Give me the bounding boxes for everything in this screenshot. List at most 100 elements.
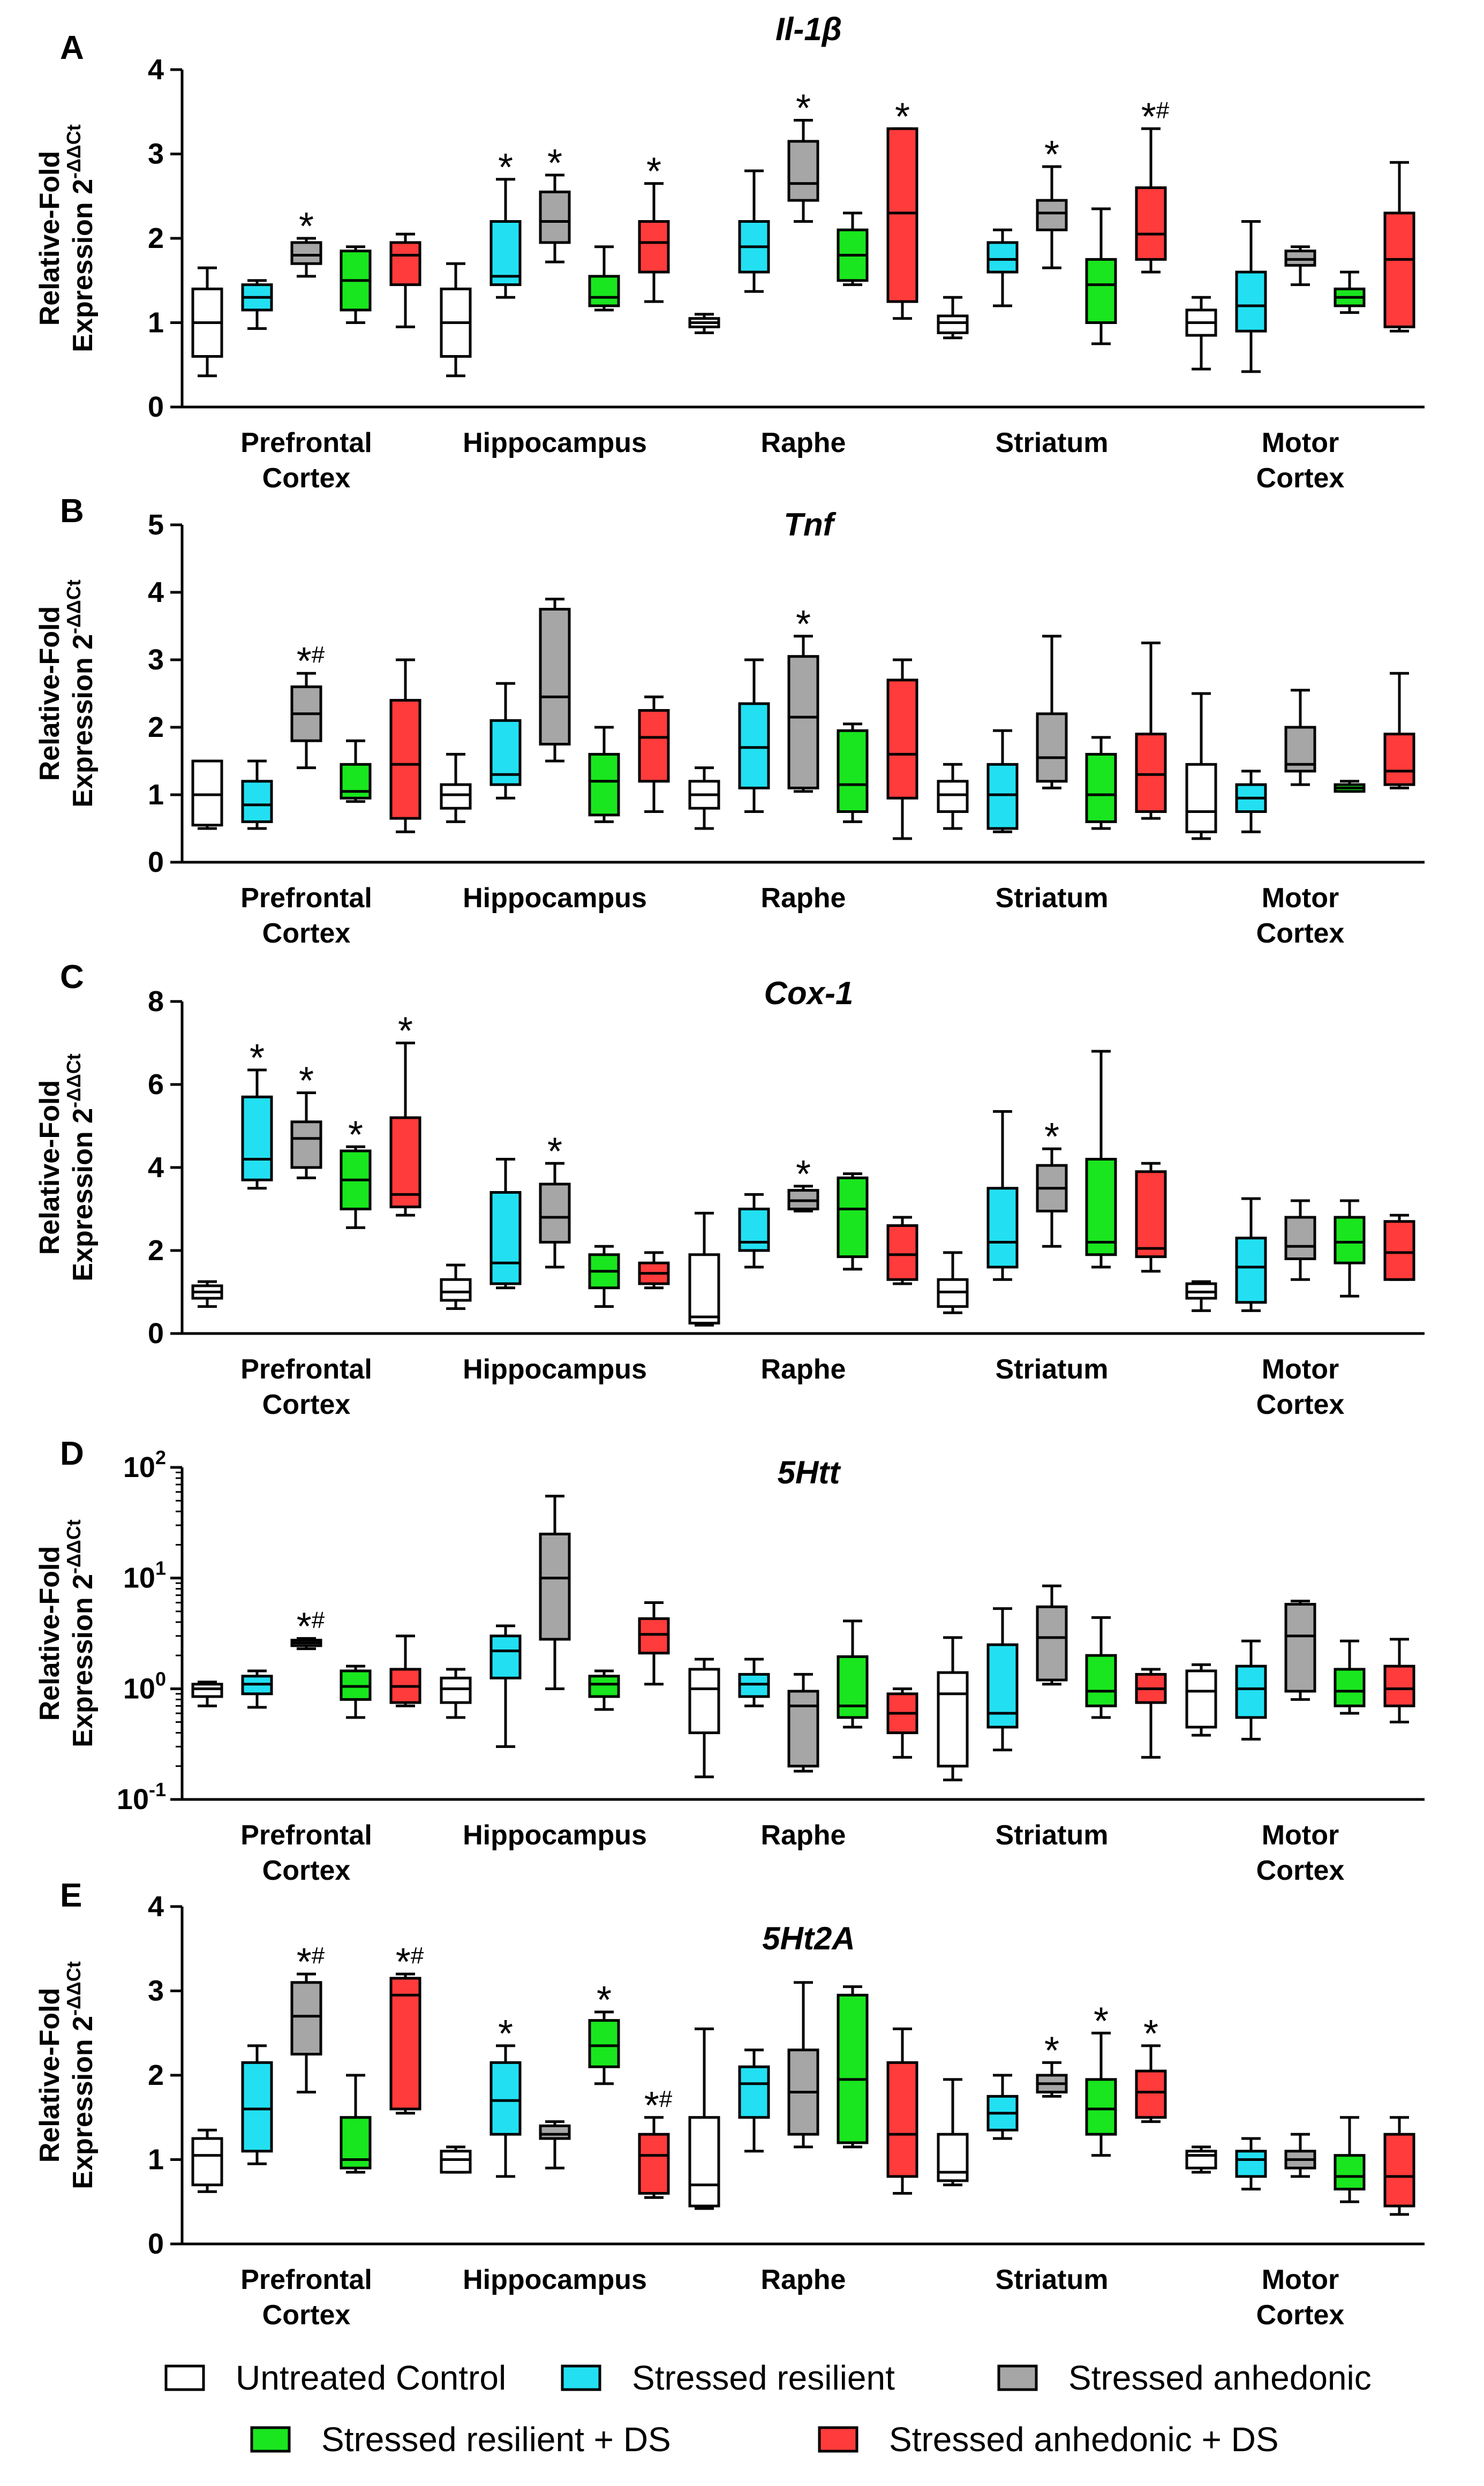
box-iqr: [837, 1655, 869, 1719]
box-plot: [440, 752, 472, 823]
box-iqr: [1085, 258, 1117, 324]
box-iqr: [638, 220, 670, 274]
box-plot: [440, 1668, 472, 1719]
box-iqr: [539, 190, 571, 244]
box-iqr: [489, 220, 522, 287]
y-tick-label: 3: [148, 138, 164, 170]
box-iqr: [1135, 2069, 1167, 2119]
significance-mark: *: [1044, 133, 1059, 176]
box-iqr: [787, 1690, 819, 1768]
box-plot: [638, 1601, 670, 1686]
y-tick-label: 101: [123, 1557, 166, 1594]
x-tick-label: Cortex: [262, 918, 351, 949]
y-axis-label: Relative-Fold: [34, 151, 65, 326]
box-iqr: [1334, 2154, 1366, 2191]
significance-mark: *: [1143, 2013, 1158, 2055]
box-iqr: [688, 1253, 720, 1325]
box-iqr: [1383, 1664, 1415, 1707]
box-plot: [937, 1636, 969, 1782]
y-tick-label: 3: [148, 644, 164, 676]
box-plot: [986, 1607, 1019, 1752]
box-plot: [1235, 220, 1267, 373]
y-tick-label: 0: [148, 846, 164, 878]
legend-item: Stressed anhedonic + DS: [818, 2420, 1279, 2459]
box-iqr: [1135, 1170, 1167, 1259]
x-tick-label: Raphe: [761, 2264, 846, 2295]
box-plot: *#: [638, 2084, 673, 2199]
y-tick-label: 5: [148, 509, 164, 541]
box-iqr: [837, 729, 869, 813]
box-iqr: [886, 679, 918, 800]
x-tick-label: Cortex: [1256, 918, 1345, 949]
box-plot: [241, 759, 273, 830]
significance-mark: *: [895, 95, 910, 138]
box-iqr: [886, 2061, 918, 2178]
legend-label: Untreated Control: [236, 2359, 506, 2397]
y-axis-label: Relative-Fold: [34, 1546, 65, 1721]
x-tick-label: Motor: [1262, 1820, 1339, 1851]
box-iqr: [241, 2061, 273, 2153]
legend-swatch: [818, 2426, 858, 2453]
significance-mark: *: [796, 603, 811, 646]
box-iqr: [1085, 752, 1117, 823]
panel-letter: C: [60, 959, 84, 996]
panel-e: 0 1 2 3 4 Relative-Fold Expression 2-ΔΔCt E 5Ht2…: [34, 1877, 1425, 2331]
box-plot: [886, 658, 918, 840]
box-plot: [1235, 1639, 1267, 1741]
legend-label: Stressed anhedonic: [1068, 2359, 1372, 2397]
box-iqr: [191, 1683, 223, 1698]
box-plot: [638, 1251, 670, 1290]
significance-mark: *: [1044, 1116, 1059, 1158]
box-plot: [241, 2044, 273, 2165]
box-plot: [738, 2048, 770, 2153]
box-iqr: [539, 2125, 571, 2140]
box-plot: [539, 598, 571, 763]
y-tick-label: 4: [148, 1151, 164, 1184]
box-plot: [937, 763, 969, 830]
box-plot: *: [489, 146, 522, 299]
box-plot: [688, 1211, 720, 1327]
box-plot: [738, 169, 770, 293]
box-iqr: [1334, 1668, 1366, 1707]
box-iqr: [787, 140, 819, 202]
box-iqr: [1383, 733, 1415, 786]
box-iqr: [290, 1120, 322, 1169]
box-iqr: [489, 1634, 522, 1679]
x-tick-label: Prefrontal: [240, 1354, 372, 1385]
panel-a: 0 1 2 3 4 Relative-Fold Expression 2-ΔΔCt A Il-1…: [34, 11, 1425, 494]
x-tick-label: Cortex: [1256, 463, 1345, 494]
y-axis-label-2: Expression 2-ΔΔCt: [63, 124, 99, 352]
box-plot: [191, 759, 223, 830]
chart-title: Il-1β: [775, 11, 842, 47]
chart-title: 5Ht2A: [762, 1920, 855, 1956]
x-tick-label: Motor: [1262, 1354, 1339, 1385]
y-tick-label: 100: [123, 1668, 166, 1705]
box-iqr: [986, 763, 1019, 830]
legend-item: Stressed resilient: [561, 2359, 895, 2397]
y-tick-label: 4: [148, 54, 164, 86]
box-plot: [738, 658, 770, 813]
box-plot: [1085, 207, 1117, 345]
box-iqr: [937, 314, 969, 334]
x-tick-label: Hippocampus: [463, 1354, 647, 1385]
panel-letter: B: [60, 493, 84, 530]
box-iqr: [986, 1187, 1019, 1269]
box-iqr: [191, 2137, 223, 2187]
significance-mark: *: [250, 1037, 265, 1080]
box-iqr: [1036, 1605, 1068, 1682]
box-plot: [1284, 2133, 1316, 2178]
box-plot: [1383, 1638, 1415, 1724]
significance-mark: *: [796, 1153, 811, 1196]
box-plot: [1085, 736, 1117, 830]
x-tick-label: Prefrontal: [240, 427, 372, 458]
significance-mark: *#: [1141, 95, 1170, 138]
panel-letter: D: [60, 1435, 84, 1472]
y-tick-label: 0: [148, 391, 164, 423]
panel-d: 10-1 100 101 102 Relative-Fold Expression 2-Δ…: [34, 1435, 1425, 1886]
legend-item: Stressed resilient + DS: [250, 2420, 671, 2459]
box-plot: *: [1135, 2013, 1167, 2123]
box-plot: [440, 262, 472, 378]
y-tick-label: 1: [148, 307, 164, 339]
x-tick-label: Raphe: [761, 1820, 846, 1851]
box-iqr: [837, 1993, 869, 2144]
